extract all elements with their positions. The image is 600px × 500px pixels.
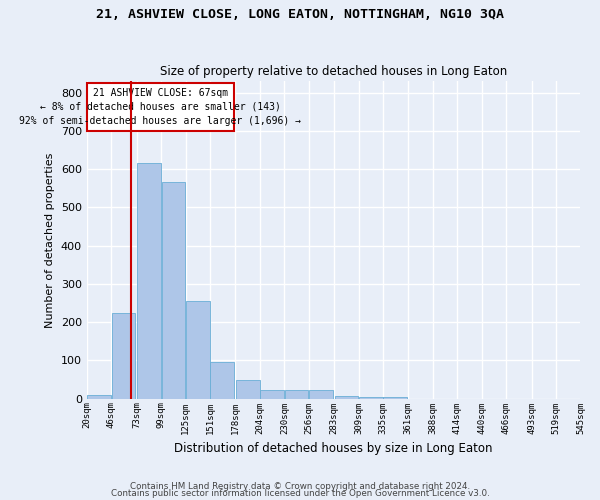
Bar [285, 390, 308, 398]
Title: Size of property relative to detached houses in Long Eaton: Size of property relative to detached ho… [160, 66, 508, 78]
Text: Contains public sector information licensed under the Open Government Licence v3: Contains public sector information licen… [110, 490, 490, 498]
Text: 21 ASHVIEW CLOSE: 67sqm
← 8% of detached houses are smaller (143)
92% of semi-de: 21 ASHVIEW CLOSE: 67sqm ← 8% of detached… [19, 88, 301, 126]
Bar [137, 164, 161, 398]
Bar [87, 395, 111, 398]
Bar [161, 182, 185, 398]
Bar [309, 390, 333, 398]
Bar [236, 380, 260, 398]
Bar [186, 301, 209, 398]
X-axis label: Distribution of detached houses by size in Long Eaton: Distribution of detached houses by size … [175, 442, 493, 455]
Bar [87, 83, 233, 131]
Text: 21, ASHVIEW CLOSE, LONG EATON, NOTTINGHAM, NG10 3QA: 21, ASHVIEW CLOSE, LONG EATON, NOTTINGHA… [96, 8, 504, 20]
Bar [260, 390, 284, 398]
Text: Contains HM Land Registry data © Crown copyright and database right 2024.: Contains HM Land Registry data © Crown c… [130, 482, 470, 491]
Bar [211, 362, 234, 399]
Y-axis label: Number of detached properties: Number of detached properties [46, 152, 55, 328]
Bar [112, 312, 136, 398]
Bar [335, 396, 358, 398]
